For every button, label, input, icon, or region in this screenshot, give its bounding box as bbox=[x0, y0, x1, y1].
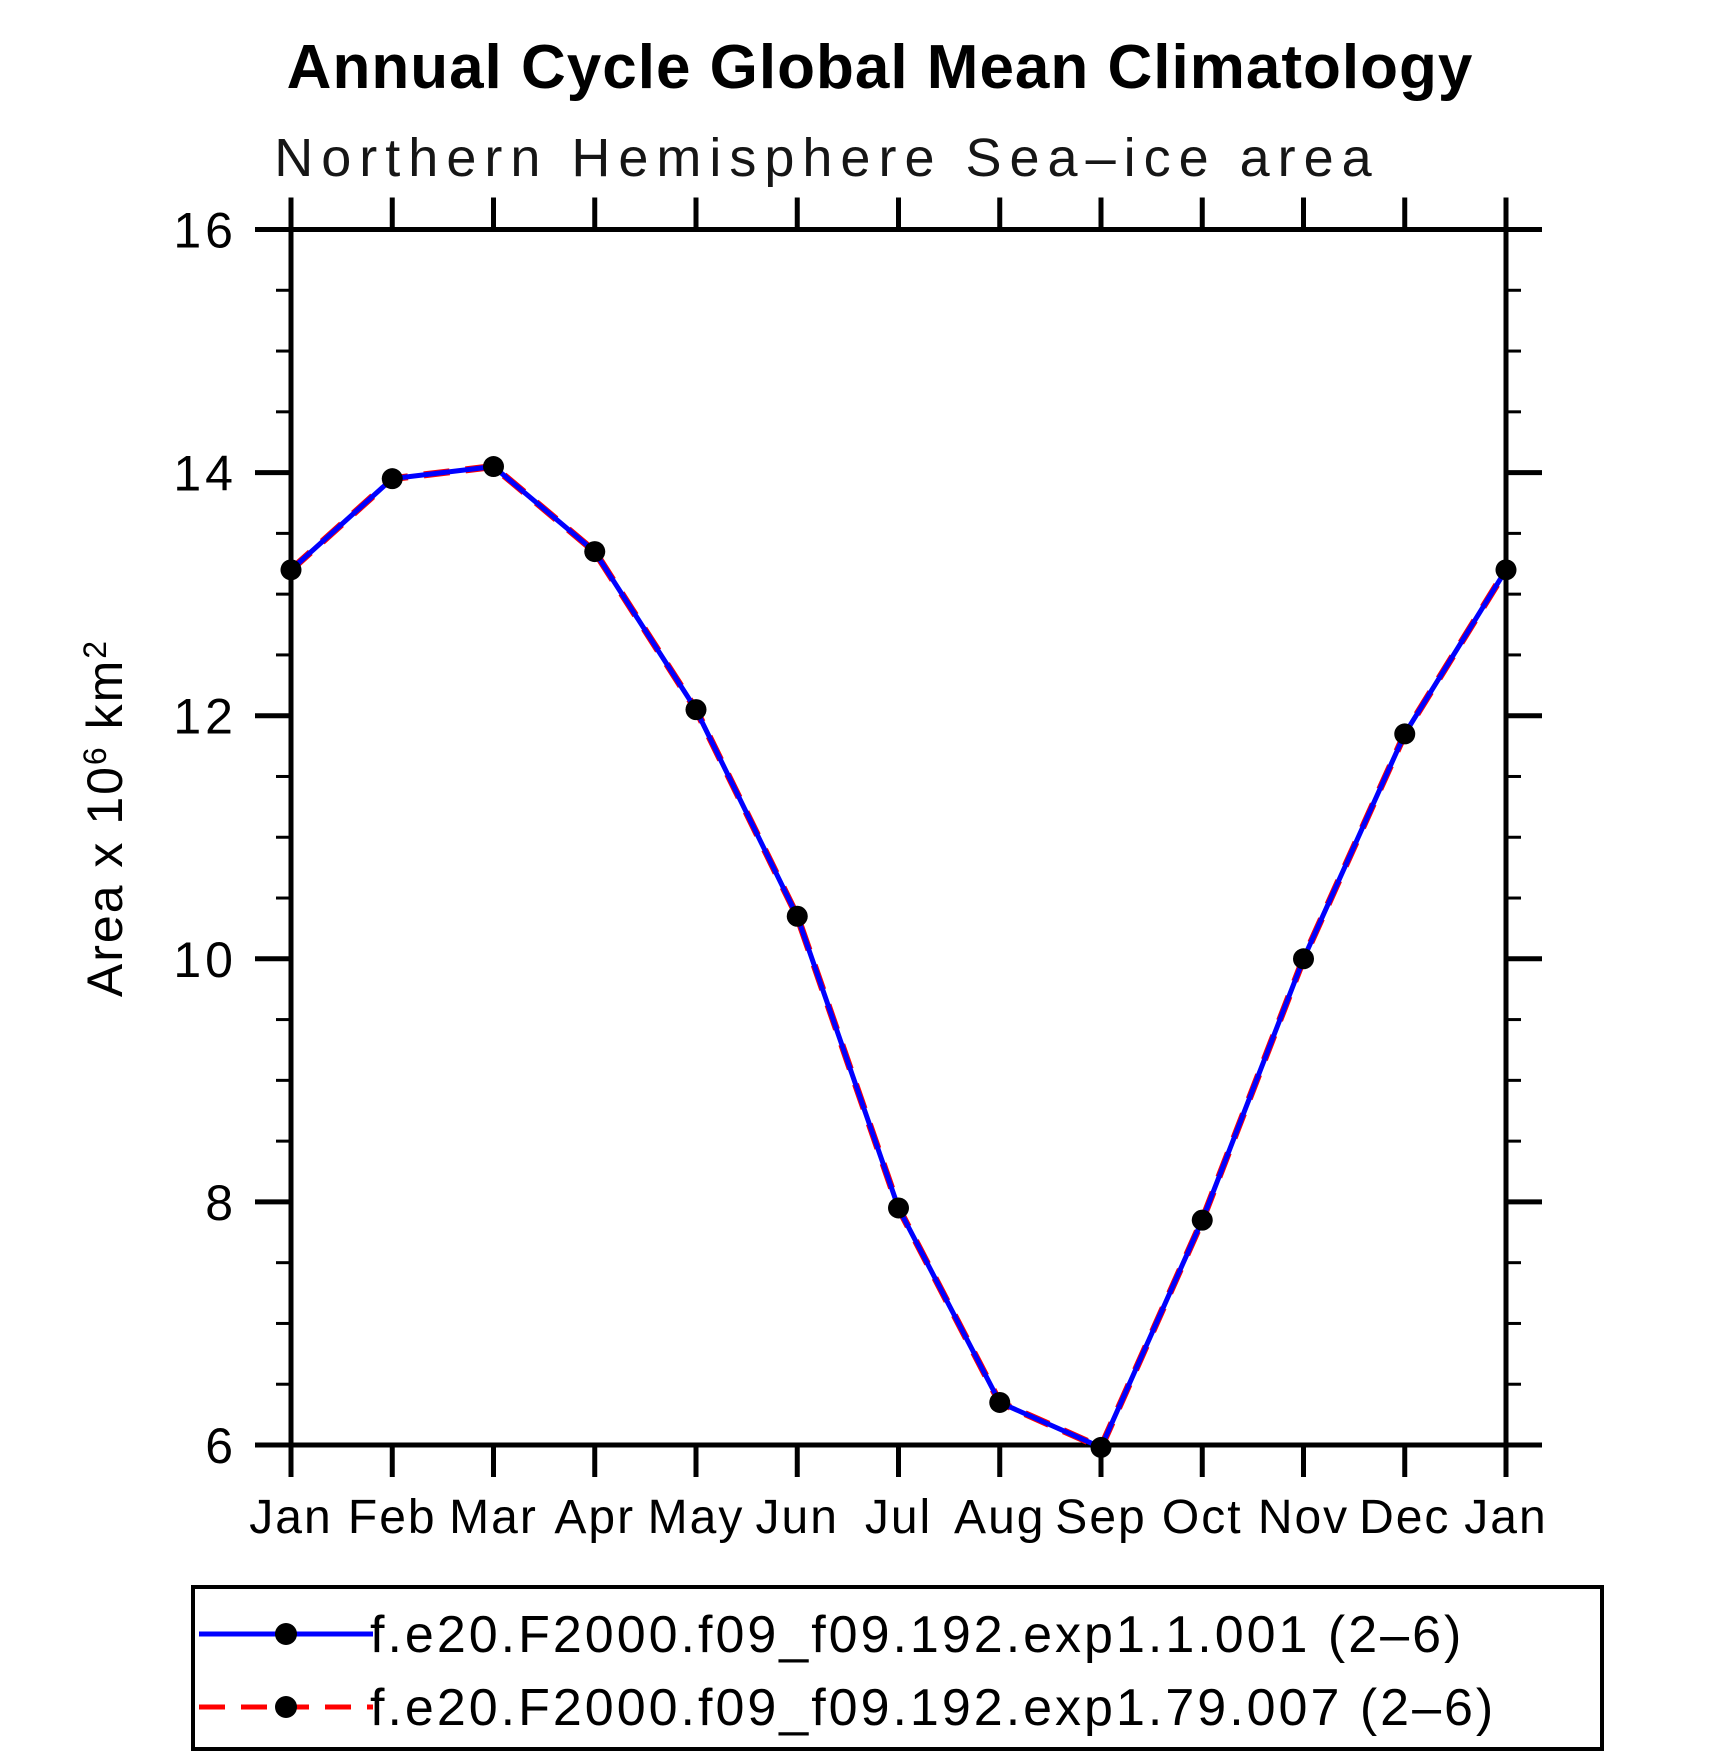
x-tick-label: Jan bbox=[249, 1491, 332, 1544]
x-tick-label: Jul bbox=[865, 1491, 932, 1544]
x-tick-label: Apr bbox=[554, 1491, 635, 1544]
y-axis-ticks bbox=[255, 227, 1542, 1448]
x-tick-labels: Jan Feb Mar Apr May Jun Jul Aug Sep Oct Nov Dec Jan bbox=[249, 1491, 1547, 1544]
data-point-dot bbox=[381, 468, 403, 490]
page-title: Annual Cycle Global Mean Climatology bbox=[287, 33, 1474, 102]
x-tick-label: Nov bbox=[1258, 1491, 1349, 1544]
series-line-solid-blue bbox=[289, 463, 1509, 1451]
legend-marker-dot-icon bbox=[275, 1696, 297, 1718]
x-tick-label: Mar bbox=[449, 1491, 538, 1544]
y-tick-label: 16 bbox=[173, 203, 237, 259]
x-axis-ticks bbox=[288, 197, 1509, 1477]
data-point-dot bbox=[483, 456, 504, 478]
y-tick-label: 10 bbox=[173, 932, 237, 988]
data-point-dot bbox=[280, 559, 302, 581]
x-tick-label: Dec bbox=[1359, 1491, 1450, 1544]
data-point-dot bbox=[989, 1391, 1011, 1413]
data-point-dot bbox=[685, 699, 707, 721]
data-point-dot bbox=[1293, 948, 1314, 970]
plot-border bbox=[288, 227, 1509, 1448]
x-tick-label: Jun bbox=[756, 1491, 839, 1544]
data-point-dot bbox=[1191, 1209, 1213, 1231]
y-tick-label: 12 bbox=[173, 689, 237, 745]
plot-frame bbox=[288, 227, 1509, 1448]
x-tick-label: Sep bbox=[1055, 1491, 1146, 1544]
data-point-markers bbox=[280, 456, 1517, 1458]
legend-box: f.e20.F2000.f09_f09.192.exp1.1.001 (2–6)… bbox=[191, 1585, 1604, 1751]
data-point-dot bbox=[888, 1197, 909, 1219]
y-tick-label: 6 bbox=[205, 1418, 237, 1474]
x-tick-label: Jan bbox=[1464, 1491, 1547, 1544]
data-point-dot bbox=[1495, 559, 1517, 581]
data-series bbox=[288, 462, 1509, 1453]
y-tick-label: 8 bbox=[205, 1175, 237, 1231]
legend-border bbox=[191, 1585, 1604, 1751]
data-point-dot bbox=[786, 905, 808, 927]
legend-entry-label: f.e20.F2000.f09_f09.192.exp1.1.001 (2–6) bbox=[370, 1606, 1464, 1664]
x-tick-label: Aug bbox=[954, 1491, 1045, 1544]
chart-subtitle: Northern Hemisphere Sea–ice area bbox=[274, 128, 1379, 188]
x-tick-label: Oct bbox=[1162, 1491, 1243, 1544]
y-axis-title: Area x 106 km2 bbox=[77, 639, 133, 997]
y-tick-labels: 6 8 10 12 14 16 bbox=[173, 203, 237, 1475]
data-point-dot bbox=[1090, 1436, 1112, 1458]
data-point-dot bbox=[584, 541, 606, 563]
x-tick-label: May bbox=[648, 1491, 745, 1544]
data-point-dot bbox=[1394, 723, 1416, 745]
x-tick-label: Feb bbox=[348, 1491, 437, 1544]
y-tick-label: 14 bbox=[173, 446, 237, 502]
series-line-dashed-red bbox=[288, 462, 1509, 1453]
legend-marker-dot-icon bbox=[275, 1623, 297, 1645]
legend-entry-label: f.e20.F2000.f09_f09.192.exp1.79.007 (2–6… bbox=[370, 1679, 1496, 1737]
